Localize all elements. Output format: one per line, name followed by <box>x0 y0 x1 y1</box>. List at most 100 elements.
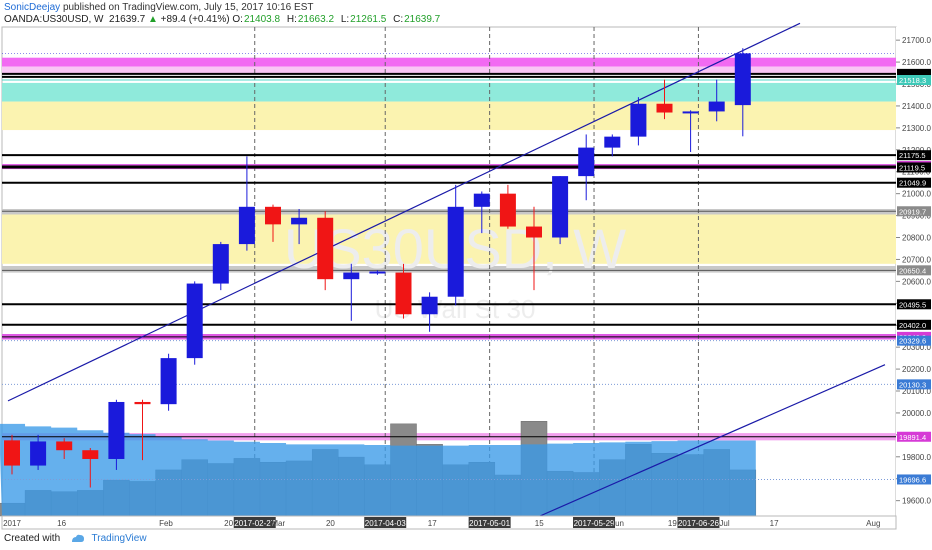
time-label: 17 <box>428 519 437 528</box>
trendline-upper <box>7 22 801 402</box>
time-label: 2017-04-03 <box>365 519 406 528</box>
candle-body <box>734 53 751 106</box>
level-label: 19891.4 <box>899 433 926 442</box>
level-label: 20650.4 <box>899 266 926 275</box>
time-label-bg <box>364 517 407 528</box>
time-label: Mar <box>271 519 285 528</box>
up-arrow-icon: ▲ <box>147 14 158 25</box>
price-tick-label: 20300.0 <box>902 343 931 352</box>
candle-body <box>604 136 621 148</box>
level-label-bg <box>897 265 931 276</box>
candle-body <box>421 296 438 315</box>
candle-body <box>369 271 386 274</box>
time-label: Feb <box>159 519 173 528</box>
candle-body <box>395 272 412 315</box>
level-label-bg <box>897 206 931 217</box>
candle-body <box>552 176 569 238</box>
level-label: 19696.6 <box>899 475 926 484</box>
time-label: 2017-02-27 <box>234 519 275 528</box>
close-value: 21639.7 <box>404 14 441 25</box>
high-label: H: <box>286 14 297 25</box>
created-with-text: Created with <box>4 533 61 544</box>
level-label-bg <box>897 474 931 485</box>
time-label: 2017-05-01 <box>469 519 510 528</box>
price-tick-label: 20100.0 <box>902 387 931 396</box>
magenta-band-top-light <box>2 66 896 75</box>
high-value: 21663.2 <box>297 14 335 25</box>
level-label-bg <box>897 335 931 346</box>
time-axis <box>1 515 897 530</box>
tradingview-brand[interactable]: TradingView <box>91 533 147 544</box>
time-label: 15 <box>535 519 544 528</box>
level-label: 20130.3 <box>899 380 926 389</box>
time-label-bg <box>233 517 276 528</box>
last-price: 21639.7 <box>109 14 146 25</box>
magenta-band-top <box>2 57 896 69</box>
candle-body <box>447 206 464 297</box>
level-label-bg <box>897 319 931 330</box>
time-label: Aug <box>866 519 880 528</box>
candle-body <box>265 206 281 225</box>
published-text: published on TradingView.com, July 15, 2… <box>62 2 314 13</box>
price-tick-label: 20000.0 <box>902 409 931 418</box>
yellow-zone-upper <box>2 101 896 131</box>
price-tick-label: 21000.0 <box>902 190 931 199</box>
open-label: O: <box>232 14 243 25</box>
candle-body <box>526 226 542 238</box>
level-label: 21175.5 <box>899 151 926 160</box>
candle-body <box>4 440 20 466</box>
candle-body <box>134 401 151 405</box>
level-label-bg <box>897 162 931 173</box>
candle-body <box>30 441 47 466</box>
time-label: 19 <box>668 519 677 528</box>
level-label-bg <box>897 299 931 310</box>
time-label-bg <box>573 517 616 528</box>
level-label-bg <box>897 75 931 86</box>
candle-body <box>160 358 177 405</box>
low-value: 21261.5 <box>350 14 387 25</box>
candle-body <box>108 401 125 459</box>
author-link[interactable]: SonicDeejay <box>4 2 61 13</box>
candle-body <box>238 206 255 245</box>
price-tick-label: 21700.0 <box>902 36 931 45</box>
candle-body <box>578 147 595 177</box>
level-label: 21119.5 <box>899 163 925 172</box>
footer: Created with TradingView <box>4 533 147 544</box>
time-label-bg <box>468 517 511 528</box>
time-label: 20 <box>326 519 335 528</box>
ohlc-legend: OANDA:US30USD, W 21639.7 ▲ +89.4 (+0.41%… <box>4 14 444 25</box>
trendline-lower <box>539 364 886 517</box>
candle-body <box>708 101 725 112</box>
level-label: 20402.0 <box>899 321 926 330</box>
price-change: +89.4 (+0.41%) <box>160 14 230 25</box>
candle-body <box>499 193 516 227</box>
level-label: 21518.3 <box>899 76 926 85</box>
close-label: C: <box>393 14 404 25</box>
candle-body <box>291 217 308 225</box>
level-label-bg <box>897 150 931 161</box>
volume-ma-area <box>0 423 756 516</box>
level-label: 20495.5 <box>899 300 926 309</box>
candle-body <box>473 193 490 207</box>
price-tick-label: 19800.0 <box>902 453 931 462</box>
level-label-bg <box>897 379 931 390</box>
level-label: 20919.7 <box>899 207 926 216</box>
price-tick-label: 20800.0 <box>902 234 931 243</box>
candle-body <box>82 450 99 459</box>
candle-body <box>317 217 334 280</box>
candle-body <box>656 103 673 113</box>
price-tick-label: 21400.0 <box>902 102 931 111</box>
time-label: 16 <box>57 519 66 528</box>
candle-body <box>343 272 360 280</box>
candle-body <box>212 244 229 284</box>
time-label: Jun <box>611 519 624 528</box>
candle-body <box>630 103 647 137</box>
candle-body <box>682 111 699 114</box>
price-tick-label: 19600.0 <box>902 497 931 506</box>
level-label-bg <box>897 177 931 188</box>
publish-header: SonicDeejay published on TradingView.com… <box>4 2 313 13</box>
time-label: 2017 <box>3 519 21 528</box>
symbol-label[interactable]: OANDA:US30USD, W <box>4 14 104 25</box>
level-label: 20329.6 <box>899 337 926 346</box>
